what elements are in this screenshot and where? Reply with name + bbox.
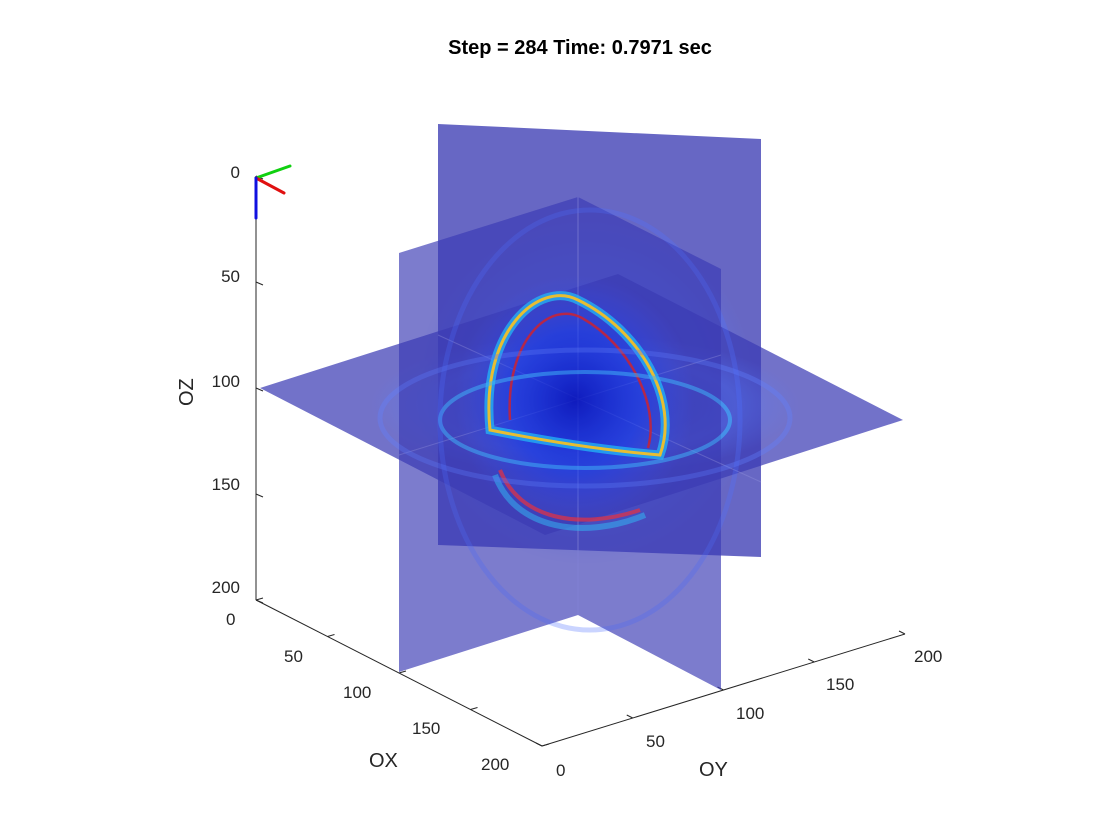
z-tick-label: 200 bbox=[212, 578, 240, 597]
x-tick-label: 100 bbox=[343, 683, 371, 702]
z-tick-mark bbox=[255, 281, 264, 286]
y-tick-mark bbox=[898, 630, 906, 635]
z-tick-labels: 0 50 100 150 200 bbox=[212, 163, 240, 597]
x-tick-mark bbox=[327, 634, 335, 637]
wave-ring-horizontal bbox=[438, 370, 732, 470]
y-tick-label: 0 bbox=[556, 761, 565, 780]
x-tick-mark bbox=[541, 743, 550, 747]
x-tick-mark bbox=[470, 707, 478, 710]
z-tick-mark bbox=[255, 493, 264, 498]
x-tick-mark bbox=[398, 670, 407, 674]
wave-ring-red bbox=[508, 312, 652, 449]
x-tick-label: 150 bbox=[412, 719, 440, 738]
wave-ring-lower-cyan bbox=[492, 473, 647, 531]
y-tick-label: 100 bbox=[736, 704, 764, 723]
x-tick-mark bbox=[255, 597, 264, 601]
y-tick-label: 150 bbox=[826, 675, 854, 694]
orientation-y-line bbox=[254, 164, 292, 180]
z-axis-label: OZ bbox=[176, 378, 198, 406]
wavefront bbox=[377, 207, 793, 633]
x-tick-label: 200 bbox=[481, 755, 509, 774]
y-tick-mark bbox=[808, 658, 815, 663]
z-tick-label: 0 bbox=[231, 163, 240, 182]
wave-ring-vertical-outer bbox=[437, 207, 743, 633]
wave-ring-hot bbox=[487, 294, 667, 457]
z-tick-mark bbox=[255, 387, 264, 392]
y-tick-mark bbox=[626, 714, 633, 719]
x-tick-labels: 0 50 100 150 200 bbox=[226, 610, 509, 774]
y-tick-label: 200 bbox=[914, 647, 942, 666]
chart-title: Step = 284 Time: 0.7971 sec bbox=[448, 37, 712, 59]
orientation-triad bbox=[254, 164, 292, 220]
z-tick-label: 150 bbox=[212, 475, 240, 494]
tick-marks bbox=[255, 175, 906, 747]
orientation-x-line bbox=[254, 176, 286, 195]
y-tick-labels: 0 50 100 150 200 bbox=[556, 647, 942, 780]
z-tick-label: 100 bbox=[212, 372, 240, 391]
y-tick-label: 50 bbox=[646, 732, 665, 751]
x-tick-label: 0 bbox=[226, 610, 235, 629]
x-axis-label: OX bbox=[369, 750, 398, 772]
wave-ring-lower bbox=[498, 469, 641, 522]
slice-plane-y-overlay bbox=[399, 197, 721, 690]
y-tick-mark bbox=[535, 742, 543, 747]
z-tick-label: 50 bbox=[221, 267, 240, 286]
x-tick-label: 50 bbox=[284, 647, 303, 666]
y-axis-label: OY bbox=[699, 759, 728, 781]
z-tick-mark bbox=[255, 599, 264, 604]
wave-ring-horizontal-outer bbox=[377, 347, 793, 489]
